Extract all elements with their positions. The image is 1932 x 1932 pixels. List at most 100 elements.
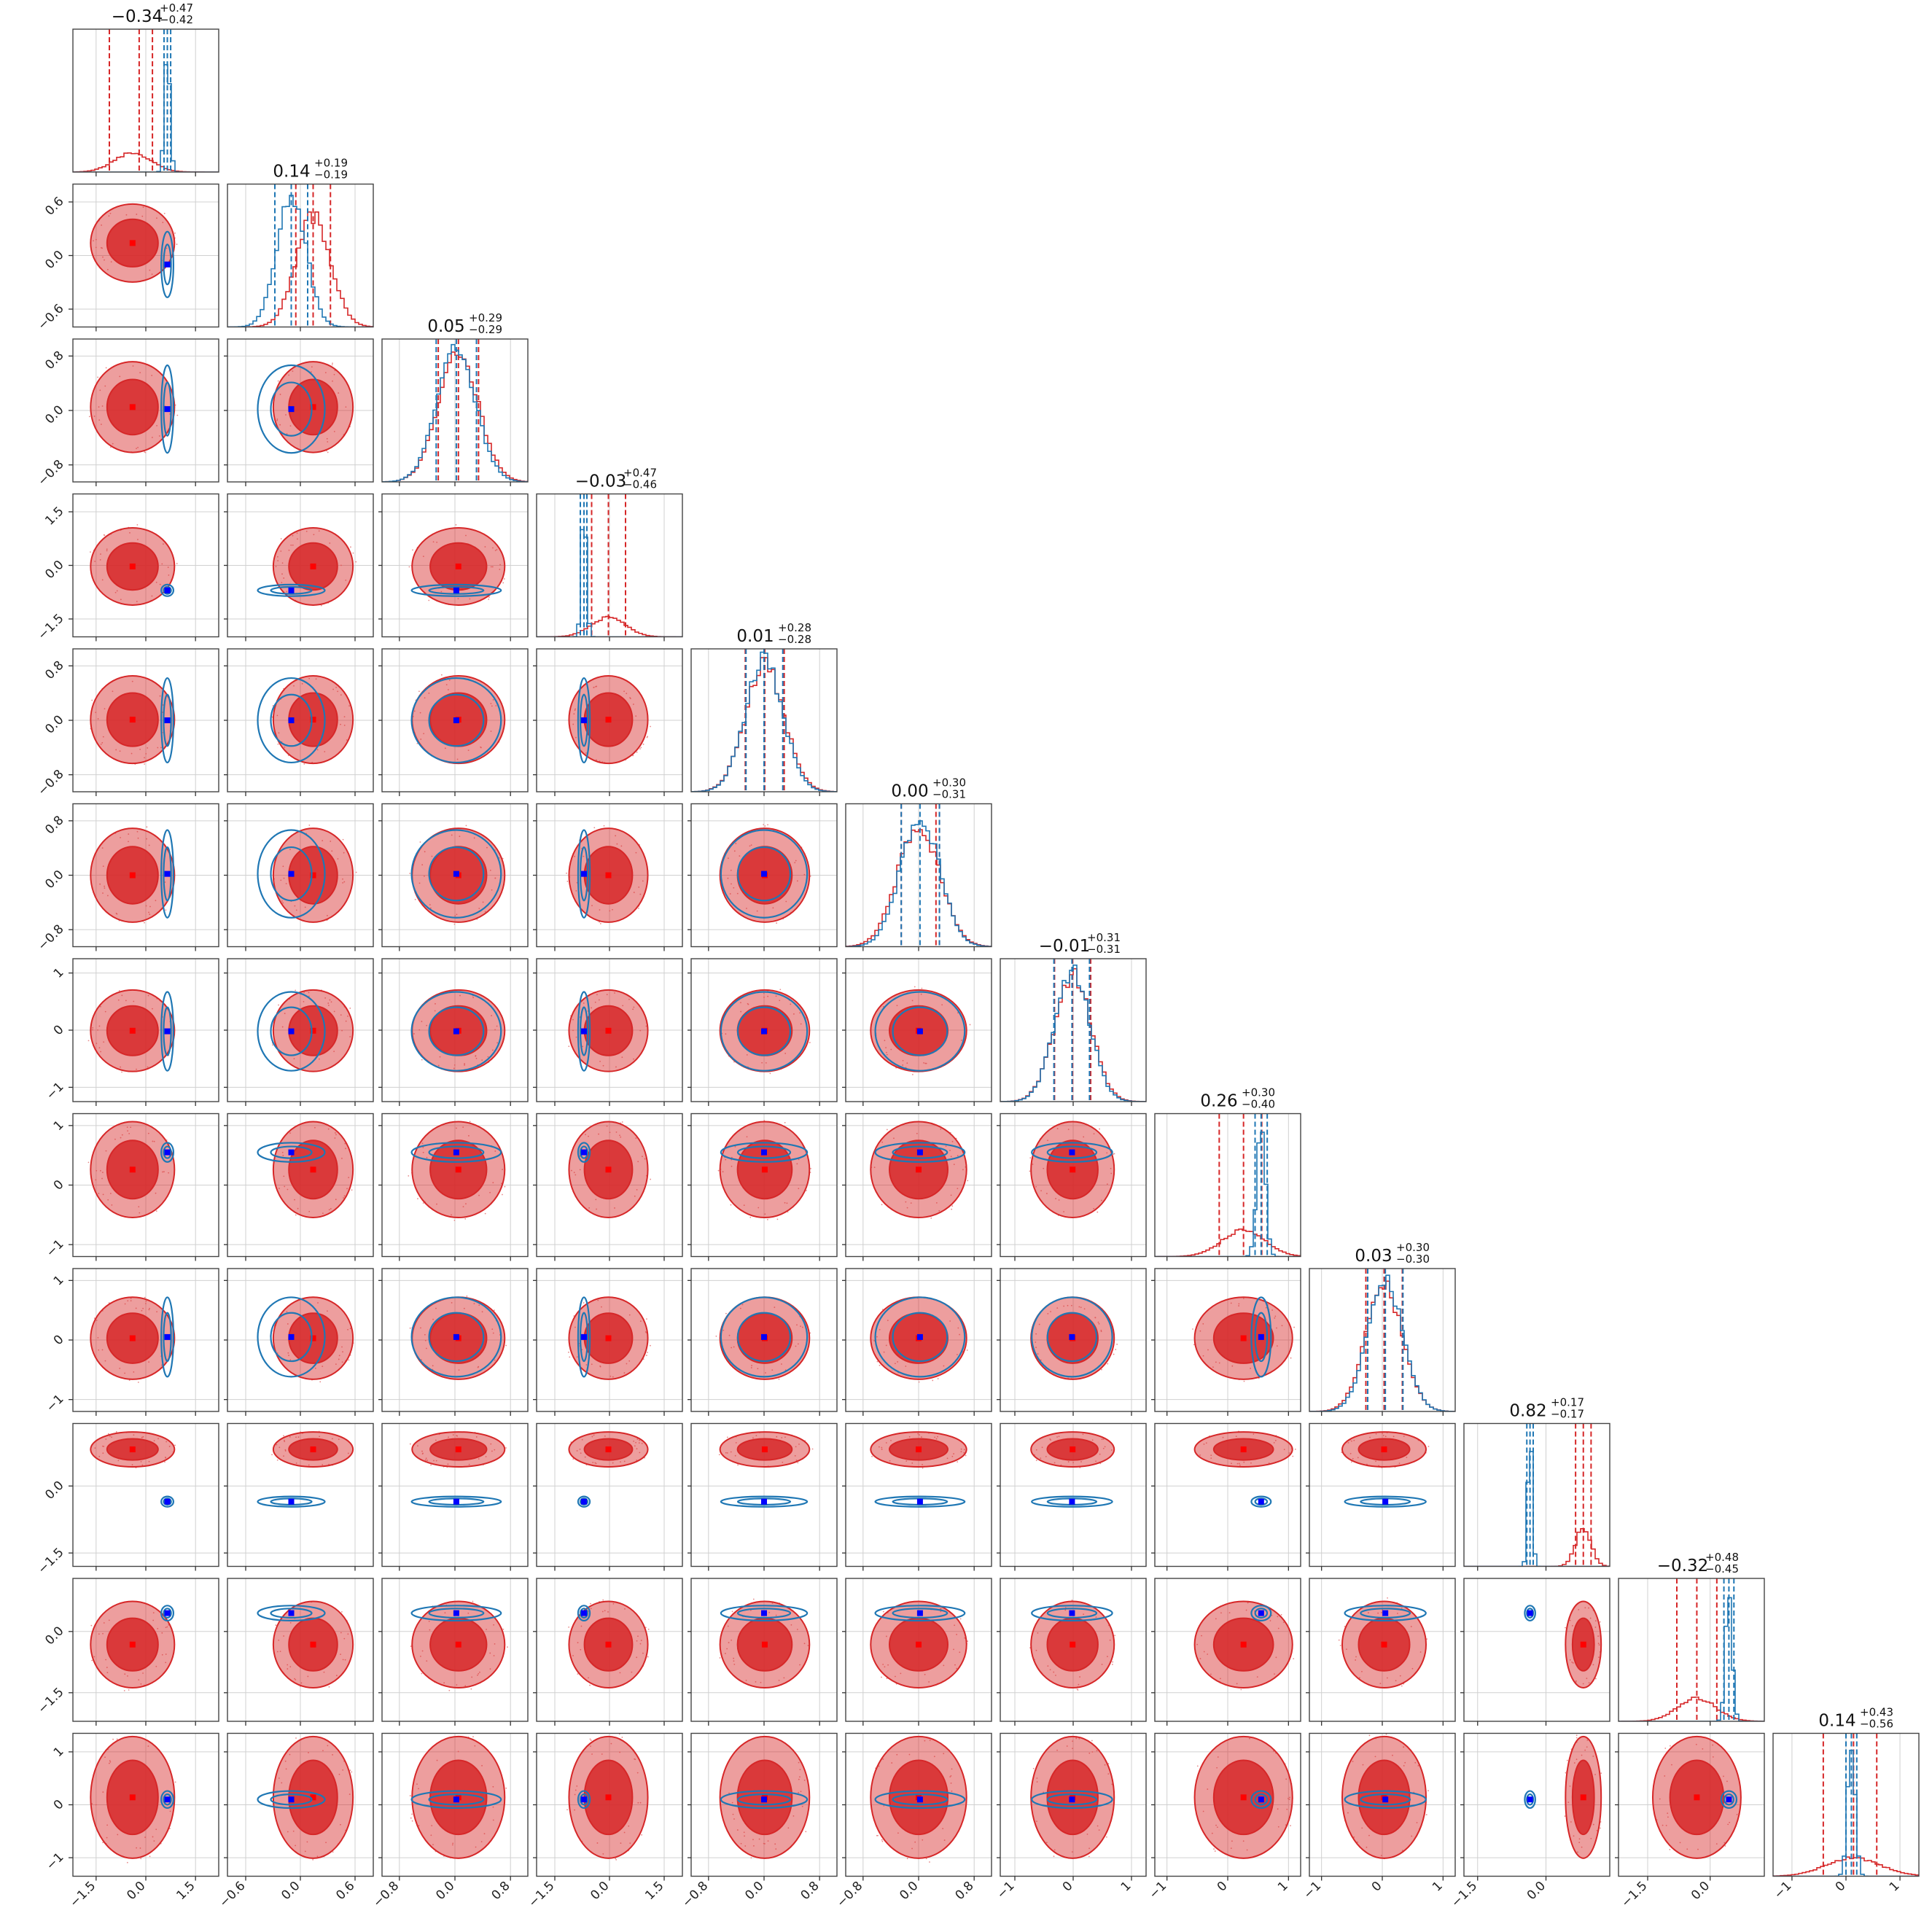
sample-point	[1724, 1845, 1726, 1847]
sample-point	[1712, 1744, 1714, 1746]
prior-marker	[605, 872, 612, 879]
sample-point	[1104, 1446, 1106, 1448]
sample-point	[602, 1064, 604, 1067]
sample-point	[152, 1836, 154, 1838]
sample-point	[342, 1351, 343, 1353]
sample-point	[590, 1745, 591, 1747]
sample-point	[1736, 1814, 1738, 1815]
sample-point	[92, 1027, 94, 1029]
sample-point	[316, 1855, 319, 1858]
sample-point	[1063, 1211, 1064, 1212]
cell-content	[257, 361, 354, 454]
hist-cell-0: −0.34+0.47−0.42	[72, 1, 219, 176]
sample-point	[621, 1121, 623, 1123]
sample-point	[1091, 1751, 1094, 1753]
sample-point	[597, 1299, 599, 1301]
sample-point	[1386, 1677, 1388, 1679]
sample-point	[1271, 1309, 1274, 1311]
sample-point	[633, 1006, 635, 1008]
sample-point	[152, 1612, 155, 1614]
sample-point	[116, 1738, 118, 1740]
sample-point	[622, 1005, 624, 1007]
sample-point	[416, 1783, 418, 1785]
sample-point	[632, 1008, 634, 1010]
sample-point	[103, 534, 105, 536]
posterior-marker	[581, 870, 587, 877]
posterior-contour-outer	[160, 1495, 175, 1508]
sample-point	[881, 1449, 883, 1450]
sample-point	[490, 731, 492, 732]
sample-point	[312, 1859, 314, 1861]
sample-point	[165, 247, 168, 249]
sample-point	[322, 840, 324, 841]
scatter-cell-4-1	[224, 648, 374, 796]
sample-point	[628, 998, 630, 1000]
sample-point	[454, 915, 456, 917]
sample-point	[1058, 1436, 1060, 1438]
posterior-contour-outer	[1250, 1605, 1272, 1622]
sample-point	[1368, 1734, 1371, 1737]
sample-point	[332, 362, 333, 365]
param-title-median: 0.14	[273, 163, 310, 182]
sample-point	[457, 598, 459, 600]
sample-point	[1565, 1772, 1567, 1774]
sample-point	[722, 1171, 724, 1173]
sample-point	[1207, 1788, 1209, 1790]
sample-point	[330, 841, 332, 842]
sample-point	[1581, 1754, 1583, 1756]
posterior-contour-inner	[428, 585, 485, 595]
posterior-contour-outer	[720, 1142, 809, 1163]
sample-point	[492, 547, 494, 549]
posterior-contour-outer	[577, 1790, 591, 1810]
sample-point	[436, 541, 438, 543]
sample-point	[120, 1137, 122, 1139]
sample-point	[477, 1674, 478, 1676]
sample-point	[1358, 1677, 1360, 1679]
sample-point	[155, 1210, 157, 1212]
sample-point	[911, 1000, 914, 1002]
sample-point	[811, 1448, 814, 1450]
sample-point	[1236, 1683, 1238, 1685]
sample-point	[296, 532, 298, 534]
sample-point	[495, 705, 497, 706]
cell-content	[568, 1296, 651, 1380]
sample-point	[466, 1295, 468, 1297]
sample-point	[1572, 1662, 1574, 1664]
posterior-contour-outer	[874, 1605, 966, 1622]
cell-content	[1338, 1597, 1428, 1688]
sample-point	[295, 909, 297, 911]
sample-point	[761, 1062, 763, 1064]
sample-point	[886, 1129, 888, 1131]
sample-point	[284, 1760, 287, 1762]
sample-point	[297, 538, 298, 540]
sample-point	[1594, 1627, 1597, 1628]
sample-point	[1210, 1454, 1212, 1457]
sample-point	[111, 1436, 112, 1438]
posterior-marker	[164, 261, 171, 268]
sample-point	[572, 1655, 574, 1656]
param-title-median: 0.26	[1200, 1092, 1237, 1111]
sample-point	[489, 1652, 491, 1654]
sample-point	[418, 690, 420, 693]
sample-point	[885, 1344, 887, 1347]
sample-point	[276, 1459, 278, 1461]
posterior-marker	[916, 1610, 923, 1616]
sample-point	[728, 1792, 730, 1794]
sample-point	[1099, 1128, 1100, 1130]
sample-point	[467, 749, 470, 751]
sample-point	[752, 1598, 755, 1600]
scatter-cell-10-9	[1460, 1578, 1610, 1726]
sample-point	[1729, 1821, 1731, 1823]
sample-point	[623, 690, 625, 693]
posterior-contour-inner	[1254, 1793, 1269, 1806]
sample-point	[422, 1146, 424, 1148]
sample-point	[493, 1655, 495, 1656]
posterior-marker	[288, 1498, 295, 1505]
sample-point	[100, 743, 102, 745]
sample-point	[959, 1618, 962, 1620]
sample-point	[156, 217, 157, 219]
sample-point	[425, 1457, 427, 1460]
scatter-cell-6-4	[688, 958, 838, 1106]
sample-point	[491, 1049, 494, 1051]
sample-point	[1274, 1673, 1275, 1675]
